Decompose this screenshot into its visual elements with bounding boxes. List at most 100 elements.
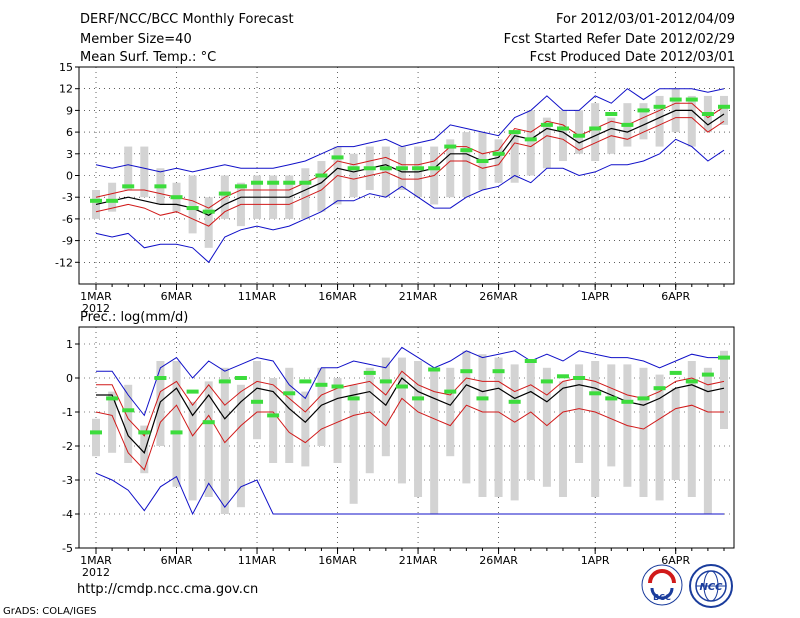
ensemble-box xyxy=(558,381,567,497)
x-tick-year: 2012 xyxy=(82,302,110,315)
obs-marker xyxy=(524,359,537,363)
ensemble-box xyxy=(607,364,616,467)
y-tick-label: 3 xyxy=(66,148,73,161)
ensemble-box xyxy=(446,367,455,457)
x-tick-label: 1MAR xyxy=(80,554,112,567)
obs-marker xyxy=(653,386,666,391)
variable-label: Mean Surf. Temp.: °C xyxy=(80,50,216,65)
obs-marker xyxy=(701,372,714,377)
ensemble-box xyxy=(140,425,149,474)
ensemble-box xyxy=(188,401,197,501)
obs-marker xyxy=(202,209,215,214)
obs-marker xyxy=(315,382,328,387)
y-tick-label: -9 xyxy=(62,235,73,248)
bcc-logo-text: BCC xyxy=(653,593,671,602)
ensemble-box xyxy=(92,189,100,219)
ensemble-box xyxy=(510,364,519,501)
spread-lower-line xyxy=(95,397,724,471)
obs-marker xyxy=(234,184,247,189)
ensemble-box xyxy=(542,117,551,169)
x-tick-label: 16MAR xyxy=(318,290,357,303)
obs-marker xyxy=(492,369,505,374)
obs-marker xyxy=(106,198,119,203)
obs-marker xyxy=(476,396,489,401)
obs-marker xyxy=(90,198,102,203)
ensemble-box xyxy=(381,357,390,457)
obs-marker xyxy=(106,396,119,401)
ensemble-box xyxy=(720,95,728,125)
ensemble-box xyxy=(575,110,584,154)
ensemble-box xyxy=(510,132,519,183)
precip-label: Prec.: log(mm/d) xyxy=(80,310,188,325)
y-tick-label: -6 xyxy=(62,213,73,226)
obs-marker xyxy=(363,166,376,171)
figure-title: DERF/NCC/BCC Monthly Forecast xyxy=(80,12,294,27)
obs-marker xyxy=(669,370,682,375)
ensemble-box xyxy=(430,367,439,514)
ensemble-box xyxy=(349,384,358,504)
ensemble-box xyxy=(92,418,100,457)
ensemble-box xyxy=(317,161,326,212)
obs-marker xyxy=(331,384,344,389)
ensemble-box xyxy=(349,153,358,198)
y-tick-label: 6 xyxy=(66,126,73,139)
ncc-logo: NCC xyxy=(689,564,733,608)
obs-marker xyxy=(621,122,634,127)
ensemble-box xyxy=(494,139,503,183)
ensemble-box xyxy=(124,384,133,463)
x-tick-label: 1MAR xyxy=(80,290,112,303)
obs-marker xyxy=(428,166,441,171)
plot-frame xyxy=(78,66,735,285)
ensemble-box xyxy=(317,367,326,446)
ensemble-box xyxy=(333,378,342,463)
obs-marker xyxy=(428,367,441,372)
ensemble-box xyxy=(108,182,117,212)
obs-marker xyxy=(444,144,457,149)
y-tick-label: -12 xyxy=(55,256,73,269)
spread-lower-line xyxy=(95,117,725,227)
ensemble-box xyxy=(140,146,149,198)
obs-marker xyxy=(669,97,682,102)
obs-marker xyxy=(154,376,167,380)
obs-marker xyxy=(395,384,408,389)
ensemble-min-line xyxy=(95,472,724,516)
obs-marker xyxy=(267,180,280,185)
grads-credit: GrADS: COLA/IGES xyxy=(3,606,97,617)
ensemble-box xyxy=(124,146,133,190)
obs-marker xyxy=(186,206,199,211)
obs-marker xyxy=(251,180,264,185)
y-tick-label: 15 xyxy=(59,61,73,74)
ensemble-box xyxy=(220,367,229,514)
x-tick-label: 21MAR xyxy=(399,290,438,303)
ensemble-max-line xyxy=(96,346,724,417)
obs-marker xyxy=(573,133,586,138)
obs-marker xyxy=(685,379,698,384)
member-size: Member Size=40 xyxy=(80,32,192,47)
obs-marker xyxy=(90,430,102,435)
obs-marker xyxy=(524,137,537,142)
ensemble-box xyxy=(526,110,535,176)
ensemble-box xyxy=(108,391,117,453)
y-tick-label: -5 xyxy=(62,542,73,555)
x-tick-label: 6MAR xyxy=(161,290,193,303)
ensemble-box xyxy=(720,350,728,429)
obs-marker xyxy=(299,379,312,384)
source-url[interactable]: http://cmdp.ncc.cma.gov.cn xyxy=(77,582,258,597)
ensemble-box xyxy=(172,361,181,487)
obs-marker xyxy=(170,195,183,200)
y-tick-label: -3 xyxy=(62,191,73,204)
ensemble-box xyxy=(639,367,648,497)
obs-marker xyxy=(605,396,618,401)
obs-marker xyxy=(492,151,505,156)
ensemble-box xyxy=(655,374,664,501)
obs-marker xyxy=(412,166,425,171)
obs-marker xyxy=(701,112,714,117)
x-tick-label: 6APR xyxy=(661,554,690,567)
obs-marker xyxy=(637,108,650,113)
obs-marker xyxy=(637,396,650,401)
ensemble-box xyxy=(446,139,455,198)
obs-marker xyxy=(605,112,618,117)
obs-marker xyxy=(573,376,586,380)
